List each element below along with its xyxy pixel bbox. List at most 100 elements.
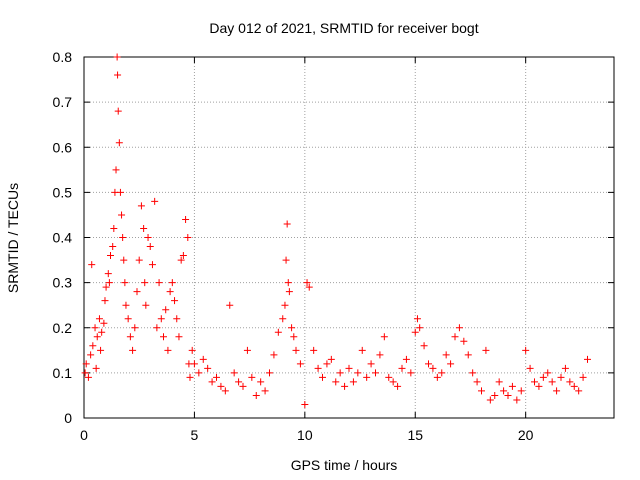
data-point: [464, 351, 472, 359]
y-tick-label: 0.4: [53, 230, 73, 246]
data-point: [579, 373, 587, 381]
data-point: [283, 220, 291, 228]
data-point: [100, 319, 108, 327]
data-point: [279, 315, 287, 323]
data-point: [261, 387, 269, 395]
data-point: [425, 360, 432, 368]
data-point: [270, 351, 278, 359]
data-point: [566, 378, 574, 386]
data-point: [105, 279, 113, 287]
data-point: [323, 360, 331, 368]
data-point: [455, 324, 463, 332]
data-point: [144, 234, 152, 241]
data-point: [92, 364, 100, 372]
y-tick-label: 0: [64, 410, 72, 426]
data-point: [257, 378, 265, 386]
data-point: [195, 369, 203, 377]
data-point: [146, 243, 154, 251]
data-point: [442, 351, 450, 359]
data-point: [89, 342, 97, 350]
x-tick-label: 20: [518, 427, 534, 443]
data-point: [184, 234, 192, 241]
data-point: [553, 387, 561, 395]
data-point: [140, 224, 148, 232]
data-point: [345, 364, 353, 372]
data-point: [486, 396, 494, 404]
data-point: [119, 234, 127, 241]
data-point: [243, 346, 251, 354]
data-point: [548, 378, 556, 386]
data-point: [517, 387, 525, 395]
data-point: [91, 324, 99, 332]
data-point: [217, 382, 225, 390]
data-point: [182, 215, 190, 223]
data-point: [190, 360, 198, 368]
y-tick-label: 0.7: [53, 94, 73, 110]
data-point: [186, 373, 194, 381]
data-point: [411, 328, 419, 336]
y-tick-label: 0.8: [53, 49, 73, 65]
data-point: [319, 373, 326, 381]
axis-ticks: 0 5 10 15 20 0 0.1 0.2 0.3 0.4 0.5 0.6 0.7 0.8: [53, 49, 614, 443]
data-point: [88, 261, 96, 269]
data-point: [114, 71, 122, 79]
data-point: [285, 288, 293, 296]
data-point: [451, 333, 459, 341]
data-point: [367, 360, 375, 368]
data-point: [208, 378, 216, 386]
data-point: [478, 387, 485, 395]
data-point: [175, 333, 183, 341]
data-point: [171, 297, 179, 305]
data-point: [113, 53, 121, 61]
data-point: [160, 333, 167, 341]
data-point: [112, 166, 120, 174]
data-series: [81, 53, 591, 408]
y-axis-title: SRMTID / TECUs: [5, 183, 21, 293]
data-point: [141, 279, 149, 287]
data-point: [137, 202, 145, 210]
data-point: [87, 351, 95, 359]
x-axis-title: GPS time / hours: [291, 457, 398, 473]
data-point: [310, 346, 318, 354]
data-point: [188, 346, 196, 354]
data-point: [561, 364, 569, 372]
data-point: [124, 315, 132, 323]
data-point: [495, 378, 503, 386]
data-point: [81, 369, 89, 377]
data-point: [148, 261, 156, 269]
data-point: [301, 400, 309, 408]
chart-title: Day 012 of 2021, SRMTID for receiver bog…: [209, 20, 478, 36]
data-point: [104, 270, 112, 278]
data-point: [97, 346, 105, 354]
data-point: [239, 382, 247, 390]
data-point: [544, 369, 552, 377]
data-point: [305, 283, 313, 291]
data-point: [98, 328, 106, 336]
data-point: [508, 382, 516, 390]
data-point: [433, 373, 441, 381]
data-point: [121, 279, 129, 287]
data-point: [469, 369, 477, 377]
data-point: [429, 364, 437, 372]
y-tick-label: 0.2: [53, 320, 73, 336]
data-point: [407, 369, 415, 377]
x-tick-label: 15: [407, 427, 423, 443]
y-tick-label: 0.1: [53, 365, 73, 381]
data-point: [168, 279, 176, 287]
data-point: [126, 333, 134, 341]
data-point: [447, 360, 455, 368]
data-point: [314, 364, 322, 372]
data-point: [110, 224, 118, 232]
data-point: [122, 301, 130, 309]
data-point: [380, 333, 388, 341]
data-point: [363, 373, 371, 381]
data-point: [155, 279, 163, 287]
data-point: [82, 360, 90, 368]
data-point: [281, 301, 289, 309]
data-point: [179, 252, 187, 260]
data-point: [402, 355, 410, 363]
data-point: [135, 256, 143, 264]
data-point: [282, 256, 290, 264]
data-point: [162, 306, 170, 314]
data-point: [341, 382, 349, 390]
